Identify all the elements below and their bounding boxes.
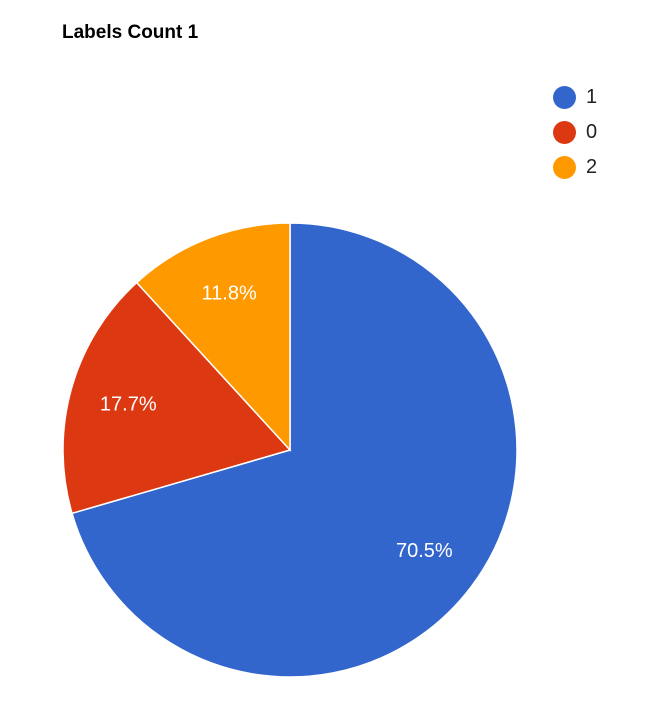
legend-item-2[interactable]: 2 [553,150,597,185]
pie-slice-label-0: 17.7% [100,394,157,416]
legend-swatch-0 [553,121,576,144]
pie-slice-0[interactable] [62,281,292,515]
legend: 1 0 2 [553,80,597,185]
pie-slice-label-1: 70.5% [396,540,453,562]
legend-label-0: 0 [586,121,598,143]
pie-slice-2[interactable] [135,222,291,452]
legend-label-1: 1 [586,86,598,108]
pie-slice-label-2: 11.8% [202,282,257,304]
chart-title: Labels Count 1 [62,22,199,43]
legend-swatch-2 [553,156,576,179]
pie-slice-1[interactable] [71,222,518,678]
legend-swatch-1 [553,86,576,109]
legend-item-0[interactable]: 0 [553,115,597,150]
legend-label-2: 2 [586,156,598,178]
legend-item-1[interactable]: 1 [553,80,597,115]
